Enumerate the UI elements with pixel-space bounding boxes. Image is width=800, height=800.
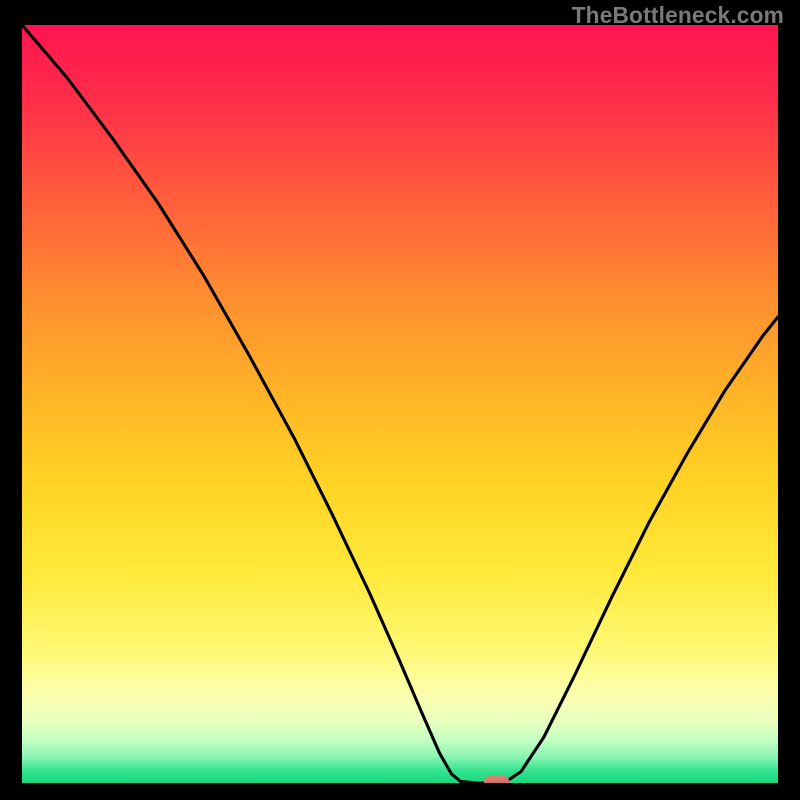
gradient-background bbox=[22, 25, 778, 783]
watermark-text: TheBottleneck.com bbox=[572, 2, 784, 29]
chart-stage: TheBottleneck.com bbox=[0, 0, 800, 800]
bottleneck-chart bbox=[0, 0, 800, 800]
plot-area bbox=[22, 25, 778, 791]
